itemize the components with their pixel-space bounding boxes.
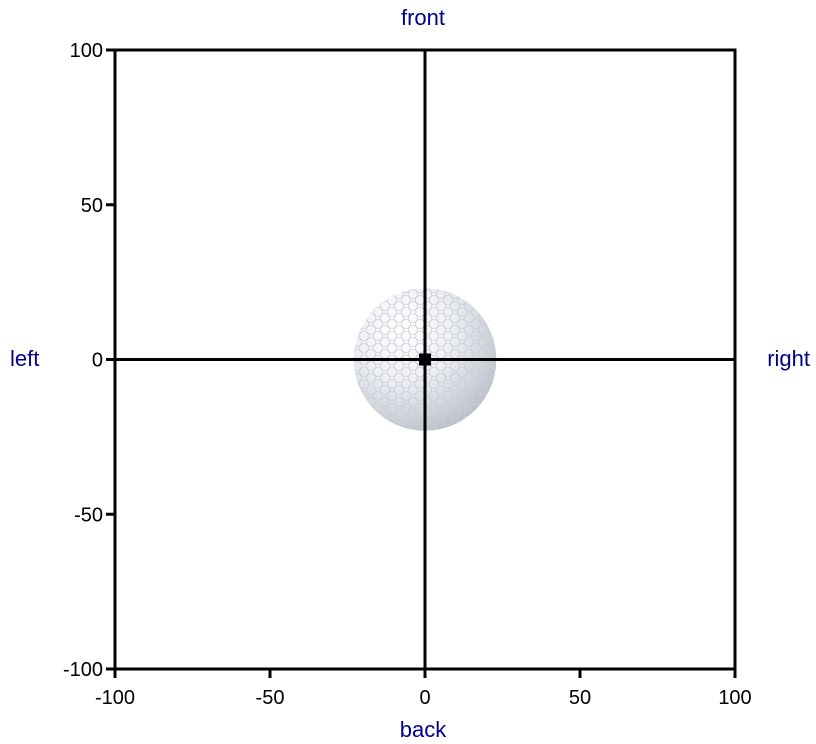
x-tick-label: 100 [718, 687, 751, 709]
y-tick-label: 100 [70, 40, 103, 62]
y-tick-label: -50 [74, 504, 103, 526]
y-tick-label: 50 [81, 195, 103, 217]
axis-ticks [106, 48, 737, 678]
data-points [419, 353, 431, 366]
tick-labels: -100 -50 0 50 100 -100 -50 0 50 100 [63, 40, 752, 709]
data-point [419, 353, 431, 366]
x-tick-label: 0 [419, 687, 430, 709]
y-tick-label: 0 [92, 350, 103, 372]
direction-label-right: right [767, 346, 810, 371]
direction-label-left: left [10, 346, 39, 371]
x-tick-label: -100 [95, 687, 135, 709]
x-tick-label: 50 [569, 687, 591, 709]
direction-label-back: back [400, 717, 447, 742]
direction-label-front: front [401, 5, 445, 30]
x-tick-label: -50 [256, 687, 285, 709]
y-tick-label: -100 [63, 659, 103, 681]
